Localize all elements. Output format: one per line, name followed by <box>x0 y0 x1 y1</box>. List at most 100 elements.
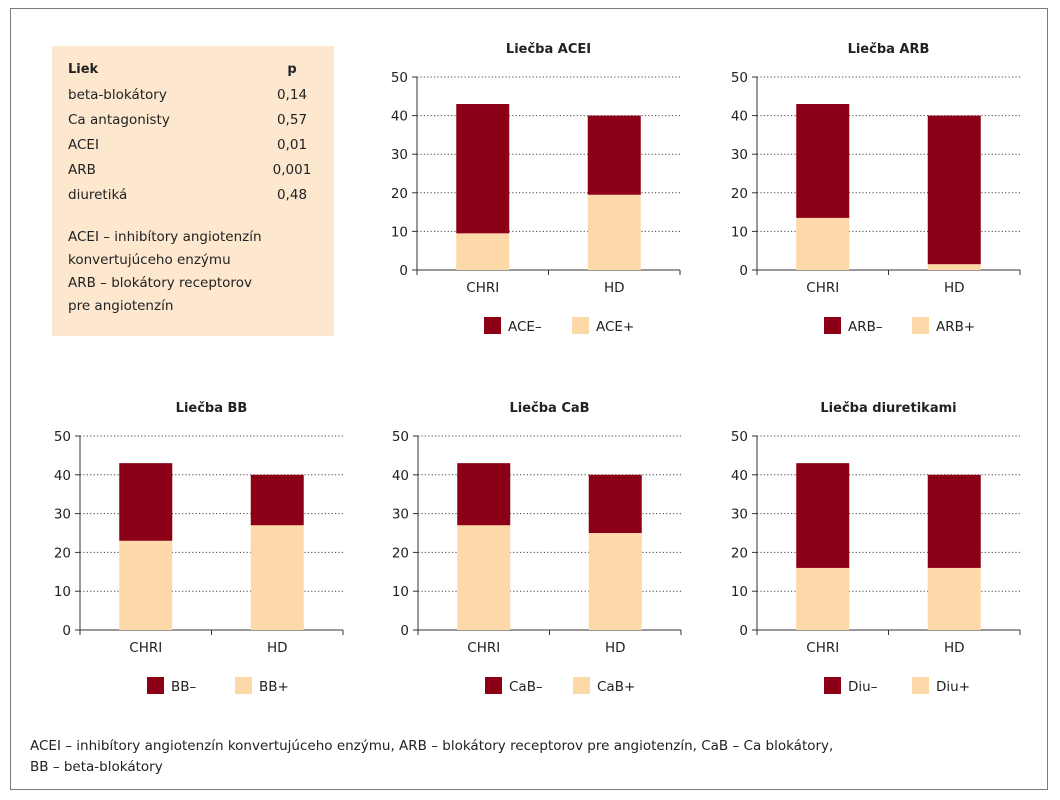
y-tick-label: 50 <box>731 429 748 445</box>
y-tick-label: 10 <box>731 224 748 240</box>
y-tick-label: 20 <box>731 186 748 202</box>
bar-segment-ACE+ <box>456 233 510 270</box>
x-tick-label: CHRI <box>806 640 839 656</box>
legend-label: ACE– <box>508 319 542 335</box>
table-row-drug: ACEI <box>68 137 99 153</box>
y-tick-label: 0 <box>399 263 408 279</box>
bar-segment-BB+ <box>119 540 173 630</box>
table-row-p-value: 0,01 <box>276 137 308 153</box>
chart-title: Liečba CaB <box>509 401 589 416</box>
table-row-drug: Ca antagonisty <box>68 112 170 128</box>
x-tick-label: CHRI <box>806 280 839 296</box>
x-tick-label: CHRI <box>467 640 500 656</box>
y-tick-label: 0 <box>400 623 409 639</box>
p-value-table: Liek p beta-blokátory 0,14 Ca antagonisty 0… <box>52 46 334 336</box>
footnote-line: BB – beta-blokátory <box>30 759 163 775</box>
x-tick-label: HD <box>604 280 625 296</box>
legend-label: Diu– <box>848 679 878 695</box>
chart-title: Liečba ARB <box>848 42 930 57</box>
y-tick-label: 40 <box>391 109 408 125</box>
table-row-drug: diuretiká <box>68 187 128 203</box>
y-tick-label: 40 <box>731 109 748 125</box>
bar-segment-CaB– <box>457 463 511 526</box>
bar-segment-Diu– <box>927 474 981 568</box>
bar-segment-CaB– <box>588 474 642 533</box>
y-tick-label: 50 <box>392 429 409 445</box>
legend-swatch <box>824 317 841 334</box>
y-tick-label: 20 <box>391 186 408 202</box>
y-tick-label: 40 <box>731 468 748 484</box>
table-note-line: pre angiotenzín <box>68 298 174 314</box>
legend-swatch <box>912 317 929 334</box>
y-tick-label: 50 <box>731 70 748 86</box>
y-tick-label: 50 <box>54 429 71 445</box>
bar-segment-Diu– <box>796 463 850 568</box>
y-tick-label: 10 <box>391 224 408 240</box>
table-row-p-value: 0,57 <box>276 112 308 128</box>
y-tick-label: 40 <box>392 468 409 484</box>
figure-footnote: ACEI – inhibítory angiotenzín konvertujú… <box>30 736 1020 778</box>
y-tick-label: 10 <box>392 584 409 600</box>
table-row-p-value: 0,14 <box>276 87 308 103</box>
y-tick-label: 30 <box>54 507 71 523</box>
legend-label: ARB– <box>848 319 883 335</box>
legend-label: CaB+ <box>597 679 635 695</box>
bar-segment-ACE– <box>587 115 641 195</box>
chart-title: Liečba diuretikami <box>820 401 956 416</box>
chart-title: Liečba ACEI <box>506 42 591 57</box>
table-note: ACEI – inhibítory angiotenzín konvertujú… <box>68 226 326 318</box>
legend-swatch <box>912 677 929 694</box>
legend-swatch <box>235 677 252 694</box>
y-tick-label: 0 <box>739 263 748 279</box>
bar-segment-ARB+ <box>796 217 850 270</box>
y-tick-label: 50 <box>391 70 408 86</box>
table-note-line: konvertujúceho enzýmu <box>68 252 231 268</box>
bar-segment-CaB+ <box>588 533 642 630</box>
y-tick-label: 30 <box>731 147 748 163</box>
y-tick-label: 30 <box>392 507 409 523</box>
y-tick-label: 0 <box>739 623 748 639</box>
y-tick-label: 10 <box>731 584 748 600</box>
legend-label: Diu+ <box>936 679 970 695</box>
legend-swatch <box>147 677 164 694</box>
table-row-drug: ARB <box>68 162 96 178</box>
bar-segment-ARB– <box>796 104 850 218</box>
x-tick-label: CHRI <box>466 280 499 296</box>
legend-label: ARB+ <box>936 319 975 335</box>
legend-swatch <box>824 677 841 694</box>
y-tick-label: 30 <box>731 507 748 523</box>
bar-segment-ARB+ <box>927 264 981 270</box>
table-header-p: p <box>287 62 297 77</box>
chart-2: Liečba ARB 0 10 20 30 40 50 CHRI HD ARB– ARB+ <box>731 42 1021 335</box>
y-tick-label: 20 <box>731 545 748 561</box>
y-tick-label: 10 <box>54 584 71 600</box>
table-note-line: ARB – blokátory receptorov <box>68 275 252 291</box>
table-row-p-value: 0,001 <box>272 162 312 178</box>
chart-1: Liečba ACEI 0 10 20 30 40 50 CHRI HD ACE– ACE+ <box>391 42 681 335</box>
y-tick-label: 30 <box>391 147 408 163</box>
x-tick-label: HD <box>605 640 626 656</box>
bar-segment-Diu+ <box>796 567 850 630</box>
chart-3: Liečba BB 0 10 20 30 40 50 CHRI HD BB– BB+ <box>54 401 344 695</box>
legend-swatch <box>572 317 589 334</box>
x-tick-label: HD <box>944 280 965 296</box>
chart-4: Liečba CaB 0 10 20 30 40 50 CHRI HD CaB– CaB+ <box>392 401 682 695</box>
legend-swatch <box>484 317 501 334</box>
legend-label: BB+ <box>259 679 289 695</box>
x-tick-label: HD <box>944 640 965 656</box>
y-tick-label: 20 <box>54 545 71 561</box>
bar-segment-Diu+ <box>927 567 981 630</box>
table-row-drug: beta-blokátory <box>68 87 167 103</box>
bar-segment-CaB+ <box>457 525 511 630</box>
chart-title: Liečba BB <box>176 401 248 416</box>
bar-segment-ACE+ <box>587 194 641 270</box>
legend-label: ACE+ <box>596 319 634 335</box>
chart-5: Liečba diuretikami 0 10 20 30 40 50 CHRI HD Diu– D… <box>731 401 1021 695</box>
bar-segment-BB+ <box>250 525 304 630</box>
x-tick-label: HD <box>267 640 288 656</box>
legend-swatch <box>573 677 590 694</box>
bar-segment-BB– <box>119 463 173 541</box>
x-tick-label: CHRI <box>129 640 162 656</box>
table-note-line: ACEI – inhibítory angiotenzín <box>68 229 262 245</box>
